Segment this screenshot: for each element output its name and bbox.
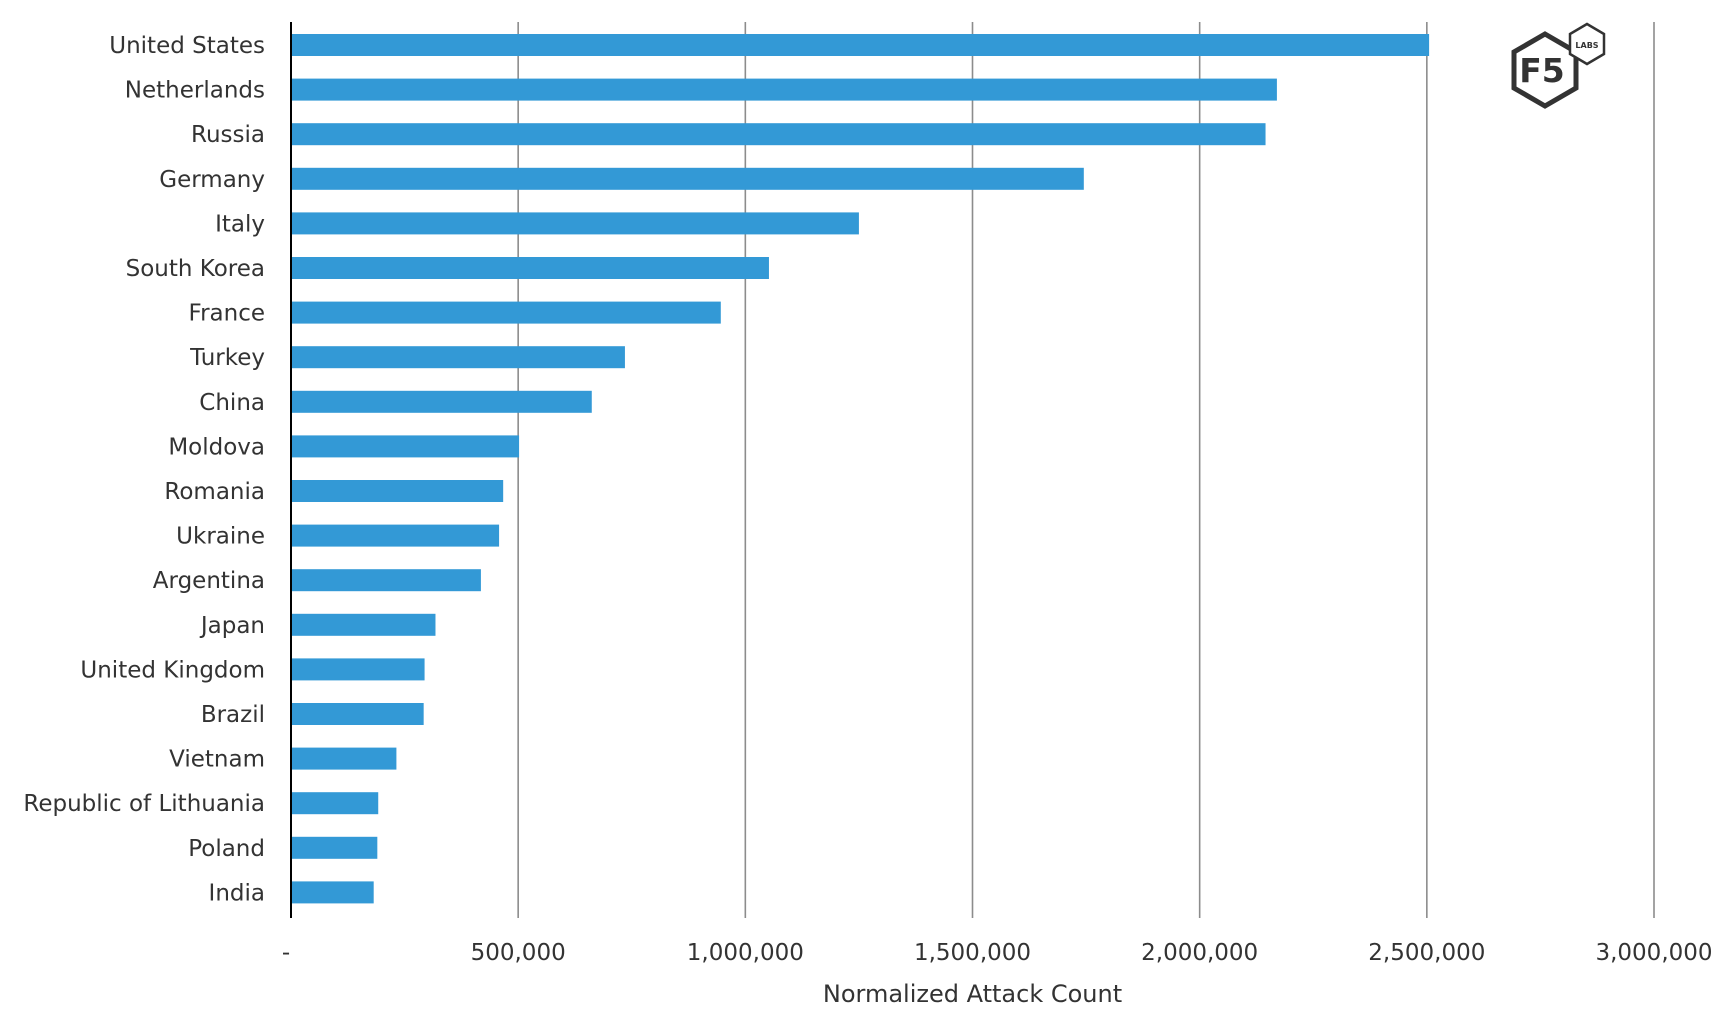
category-label-japan: Japan: [199, 613, 265, 639]
bar-turkey: [291, 346, 625, 369]
category-label-india: India: [209, 880, 265, 906]
category-label-china: China: [199, 390, 265, 416]
category-label-moldova: Moldova: [168, 434, 265, 460]
f5-labs-logo: F5 LABS: [1511, 22, 1606, 109]
category-label-netherlands: Netherlands: [125, 78, 265, 104]
x-axis-title: Normalized Attack Count: [823, 980, 1122, 1008]
bar-ukraine: [291, 524, 500, 547]
bar-france: [291, 301, 721, 324]
bar-united-states: [291, 34, 1430, 56]
category-label-turkey: Turkey: [189, 345, 265, 371]
category-label-romania: Romania: [164, 479, 265, 505]
bar-moldova: [291, 435, 520, 458]
x-tick-label-2: 1,000,000: [687, 940, 804, 966]
category-label-south-korea: South Korea: [126, 256, 265, 282]
category-label-ukraine: Ukraine: [176, 524, 265, 550]
category-label-russia: Russia: [191, 122, 265, 148]
bars: [291, 34, 1430, 904]
bar-united-kingdom: [291, 658, 425, 681]
bar-china: [291, 390, 592, 413]
bar-germany: [291, 167, 1084, 190]
x-tick-label-3: 1,500,000: [914, 940, 1031, 966]
logo-badge-text: LABS: [1575, 41, 1598, 50]
logo-main-text: F5: [1519, 51, 1565, 90]
category-label-brazil: Brazil: [201, 702, 265, 728]
category-label-france: France: [189, 301, 265, 327]
bar-argentina: [291, 569, 481, 592]
bar-vietnam: [291, 747, 397, 770]
bar-republic-of-lithuania: [291, 792, 379, 815]
x-tick-label-5: 2,500,000: [1368, 940, 1485, 966]
category-label-italy: Italy: [215, 211, 265, 237]
bar-japan: [291, 613, 436, 636]
bar-netherlands: [291, 78, 1277, 101]
logo-badge-hexagon-icon: [1568, 22, 1606, 66]
bar-india: [291, 881, 374, 904]
gridlines: [517, 22, 1655, 918]
bar-brazil: [291, 703, 424, 725]
category-label-united-states: United States: [109, 33, 265, 59]
category-label-poland: Poland: [188, 836, 265, 862]
bar-russia: [291, 123, 1266, 146]
x-tick-label-1: 500,000: [471, 940, 566, 966]
bar-poland: [291, 836, 378, 859]
category-label-argentina: Argentina: [153, 568, 265, 594]
category-label-republic-of-lithuania: Republic of Lithuania: [23, 791, 265, 817]
x-tick-labels: - 500,000 1,000,000 1,500,000 2,000,000 2,500…: [282, 940, 1713, 966]
bar-south-korea: [291, 257, 769, 279]
bar-italy: [291, 212, 859, 235]
category-label-vietnam: Vietnam: [169, 747, 265, 773]
category-labels: United States Netherlands Russia Germany Ita…: [23, 33, 265, 906]
category-label-germany: Germany: [159, 167, 265, 193]
x-tick-label-4: 2,000,000: [1141, 940, 1258, 966]
x-tick-label-0: -: [282, 940, 290, 966]
bar-romania: [291, 480, 504, 502]
category-label-united-kingdom: United Kingdom: [80, 657, 265, 683]
x-tick-label-6: 3,000,000: [1595, 940, 1712, 966]
